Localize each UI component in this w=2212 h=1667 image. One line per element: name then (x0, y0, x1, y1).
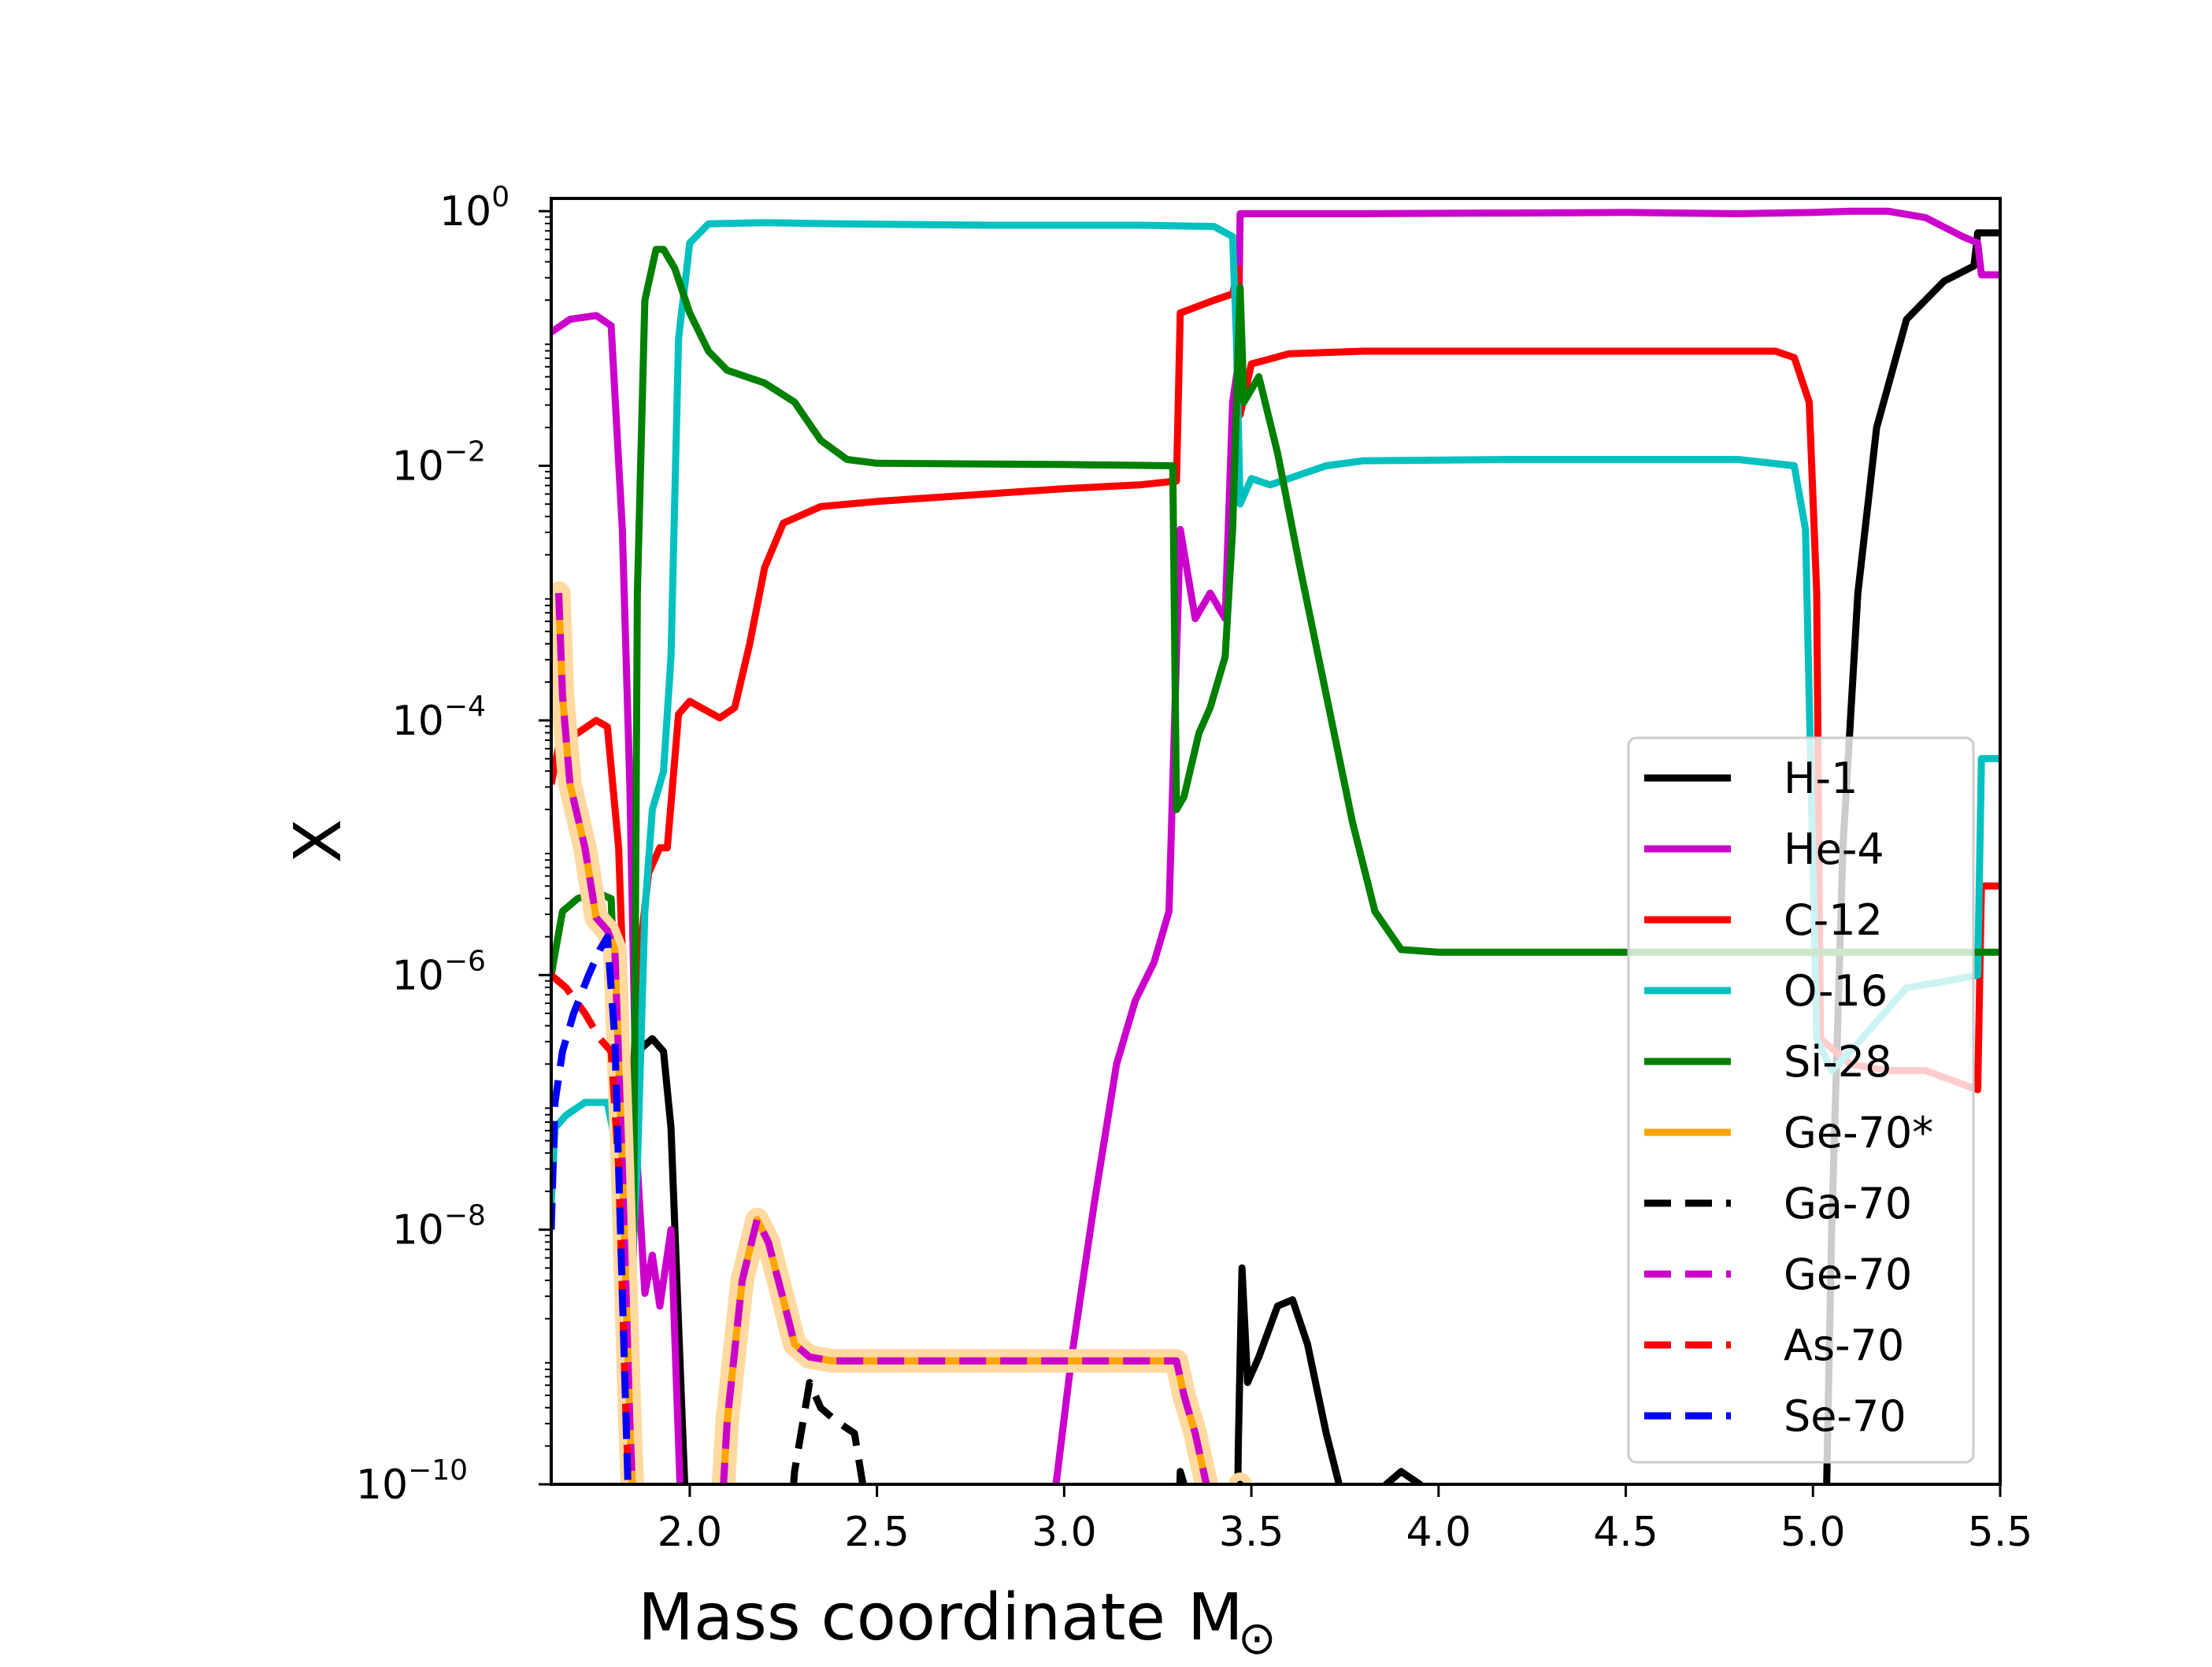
y-tick-base: 10 (439, 188, 491, 235)
y-tick-base: 10 (356, 1461, 408, 1509)
x-axis-label-subscript: ⊙ (1238, 1611, 1276, 1665)
series-he-4 (551, 207, 2000, 1484)
series-h-1 (624, 229, 2000, 1484)
y-tick-base: 10 (392, 952, 444, 999)
legend-label-o-16: O-16 (1784, 966, 1888, 1016)
legend: H-1 He-4 C-12 O-16 Si-28 Ge-70* Ga-70 Ge-70 As-7… (1627, 736, 1975, 1464)
y-tick-base: 10 (392, 1207, 444, 1254)
y-tick-exponent: −10 (408, 1454, 468, 1487)
legend-label-c-12: C-12 (1784, 895, 1883, 945)
x-axis-label-symbol: M (1188, 1580, 1243, 1655)
x-axis: 2.0 2.5 3.0 3.5 4.0 4.5 5.0 5.5 (658, 1484, 2033, 1556)
y-tick-label: 10−8 (392, 1200, 486, 1254)
series-se-70 (551, 933, 632, 1484)
y-tick-base: 10 (392, 698, 444, 745)
y-tick-exponent: 0 (491, 181, 509, 213)
legend-label-ge-70: Ge-70* (1784, 1108, 1933, 1158)
x-tick-label: 2.5 (844, 1509, 910, 1556)
y-tick-label: 10−2 (392, 436, 486, 491)
y-tick-label: 100 (439, 181, 509, 235)
x-tick-label: 3.0 (1032, 1509, 1097, 1556)
legend-label-ga-70: Ga-70 (1784, 1179, 1912, 1228)
y-tick-label: 10−6 (392, 945, 486, 999)
x-tick-label: 5.5 (1968, 1509, 2033, 1556)
legend-items: H-1 He-4 C-12 O-16 Si-28 Ge-70* Ga-70 Ge-70 As-7… (1644, 754, 1933, 1441)
y-tick-base: 10 (392, 443, 444, 491)
x-axis-label: Mass coordinate (638, 1580, 1165, 1655)
y-tick-label: 10−10 (356, 1454, 468, 1509)
series-ga-70 (790, 1379, 1244, 1484)
y-tick-exponent: −4 (444, 691, 486, 723)
legend-label-si-28: Si-28 (1784, 1037, 1892, 1087)
x-tick-label: 4.5 (1593, 1509, 1658, 1556)
legend-label-h-1: H-1 (1784, 754, 1858, 803)
y-tick-label: 10−4 (392, 691, 486, 745)
y-tick-exponent: −2 (444, 436, 486, 469)
x-tick-label: 3.5 (1219, 1509, 1284, 1556)
y-axis-label: X (281, 819, 356, 863)
plot-frame (550, 197, 2002, 1486)
legend-label-ge-70: Ge-70 (1784, 1250, 1912, 1299)
legend-label-as-70: As-70 (1784, 1321, 1904, 1370)
legend-label-se-70: Se-70 (1784, 1391, 1906, 1441)
y-tick-exponent: −8 (444, 1200, 486, 1232)
series-ge-70 (555, 593, 1210, 1484)
x-tick-label: 4.0 (1406, 1509, 1471, 1556)
y-tick-exponent: −6 (444, 945, 486, 977)
series-layer (551, 207, 2000, 1484)
x-tick-label: 5.0 (1780, 1509, 1846, 1556)
x-tick-label: 2.0 (658, 1509, 723, 1556)
legend-label-he-4: He-4 (1784, 824, 1884, 874)
